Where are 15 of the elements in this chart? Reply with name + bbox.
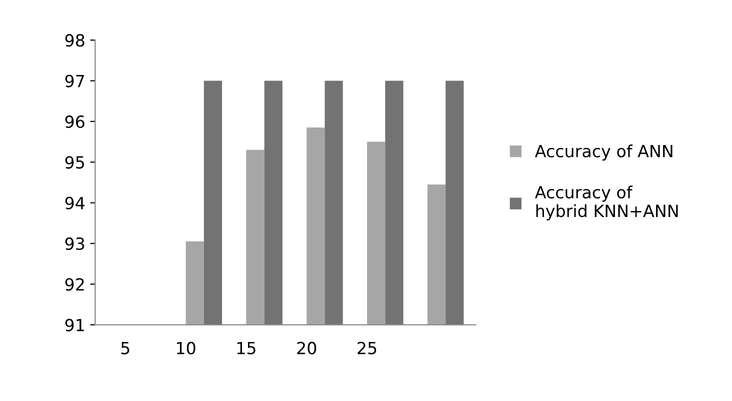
y-tick-label: 95 — [65, 156, 84, 169]
y-tick-label: 91 — [65, 318, 84, 332]
y-tick-label: 92 — [65, 278, 84, 291]
x-tick-label: 20 — [297, 342, 316, 354]
y-tick-label: 93 — [65, 237, 84, 250]
y-tick-label: 96 — [65, 115, 84, 128]
x-tick-label: 5 — [121, 342, 130, 354]
x-tick-label: 25 — [358, 342, 376, 354]
x-tick-label: 15 — [237, 342, 256, 354]
legend-label: Accuracy of hybrid KNN+ANN — [534, 186, 678, 220]
y-tick-label: 98 — [65, 34, 84, 47]
y-tick-label: 97 — [65, 74, 84, 88]
legend-label: Accuracy of ANN — [534, 144, 672, 161]
y-tick-label: 94 — [65, 196, 85, 210]
x-tick-label: 10 — [177, 342, 196, 354]
